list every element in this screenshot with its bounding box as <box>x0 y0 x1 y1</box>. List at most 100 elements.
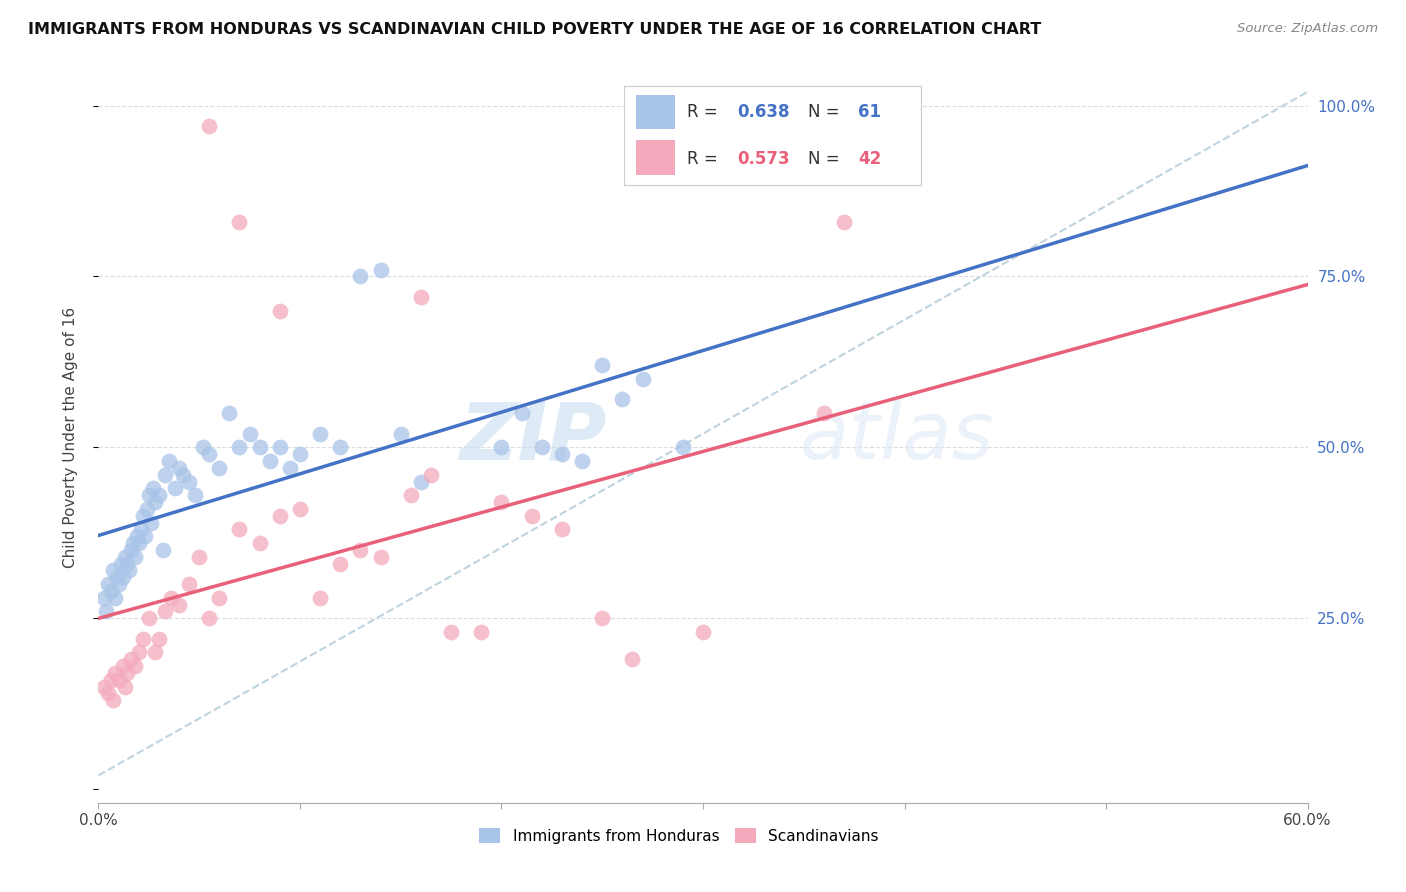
Point <box>111 570 134 584</box>
Point <box>208 460 231 475</box>
Point <box>208 591 231 605</box>
Point <box>591 611 613 625</box>
Point <box>491 440 513 454</box>
Point <box>278 460 301 475</box>
Text: IMMIGRANTS FROM HONDURAS VS SCANDINAVIAN CHILD POVERTY UNDER THE AGE OF 16 CORRE: IMMIGRANTS FROM HONDURAS VS SCANDINAVIAN… <box>28 22 1042 37</box>
Point <box>142 481 165 495</box>
Point <box>470 624 492 639</box>
Point <box>239 426 262 441</box>
Point <box>631 372 654 386</box>
Point <box>132 508 155 523</box>
Point <box>389 426 412 441</box>
Point <box>309 591 332 605</box>
Point <box>134 529 156 543</box>
Point <box>329 557 352 571</box>
Point <box>571 454 593 468</box>
Point <box>152 542 174 557</box>
Point <box>228 440 250 454</box>
Point <box>124 659 146 673</box>
Point <box>188 549 211 564</box>
Point <box>100 673 122 687</box>
Point <box>198 611 221 625</box>
Point <box>121 536 143 550</box>
Point <box>259 454 281 468</box>
Point <box>129 522 152 536</box>
Point <box>813 406 835 420</box>
Point <box>409 475 432 489</box>
Point <box>97 577 120 591</box>
Point <box>120 542 142 557</box>
Point <box>172 467 194 482</box>
Point <box>107 673 129 687</box>
Text: Source: ZipAtlas.com: Source: ZipAtlas.com <box>1237 22 1378 36</box>
Point <box>101 563 124 577</box>
Point <box>198 447 221 461</box>
Point <box>551 447 574 461</box>
Point <box>103 665 125 680</box>
Point <box>198 119 221 133</box>
Point <box>179 475 201 489</box>
Point <box>101 693 124 707</box>
Point <box>370 262 392 277</box>
Point <box>132 632 155 646</box>
Point <box>138 611 160 625</box>
Point <box>160 591 183 605</box>
Point <box>370 549 392 564</box>
Point <box>249 536 271 550</box>
Point <box>111 659 134 673</box>
Point <box>288 501 311 516</box>
Point <box>148 488 170 502</box>
Point <box>153 604 176 618</box>
Point <box>115 665 138 680</box>
Point <box>591 359 613 373</box>
Point <box>138 488 160 502</box>
Point <box>107 577 129 591</box>
Point <box>124 549 146 564</box>
Point <box>148 632 170 646</box>
Point <box>125 529 148 543</box>
Point <box>269 440 291 454</box>
Point <box>120 652 142 666</box>
Point <box>288 447 311 461</box>
Point <box>349 269 371 284</box>
Point <box>530 440 553 454</box>
Point <box>309 426 332 441</box>
Point <box>832 215 855 229</box>
Point <box>157 454 180 468</box>
Point <box>249 440 271 454</box>
Point <box>105 570 128 584</box>
Point <box>93 680 115 694</box>
Point <box>193 440 215 454</box>
Point <box>672 440 695 454</box>
Point <box>184 488 207 502</box>
Point <box>143 645 166 659</box>
Y-axis label: Child Poverty Under the Age of 16: Child Poverty Under the Age of 16 <box>63 307 77 567</box>
Point <box>103 591 125 605</box>
Point <box>228 215 250 229</box>
Point <box>269 508 291 523</box>
Legend: Immigrants from Honduras, Scandinavians: Immigrants from Honduras, Scandinavians <box>472 822 884 850</box>
Point <box>167 460 190 475</box>
Point <box>139 516 162 530</box>
Point <box>96 604 118 618</box>
Point <box>510 406 533 420</box>
Point <box>349 542 371 557</box>
Point <box>228 522 250 536</box>
Point <box>409 290 432 304</box>
Point <box>110 557 132 571</box>
Point <box>440 624 463 639</box>
Point <box>114 549 136 564</box>
Text: ZIP: ZIP <box>458 398 606 476</box>
Point <box>97 686 120 700</box>
Point <box>163 481 186 495</box>
Point <box>135 501 157 516</box>
Point <box>520 508 543 523</box>
Point <box>100 583 122 598</box>
Point <box>692 624 714 639</box>
Point <box>399 488 422 502</box>
Point <box>551 522 574 536</box>
Point <box>329 440 352 454</box>
Point <box>115 557 138 571</box>
Point <box>153 467 176 482</box>
Point <box>420 467 443 482</box>
